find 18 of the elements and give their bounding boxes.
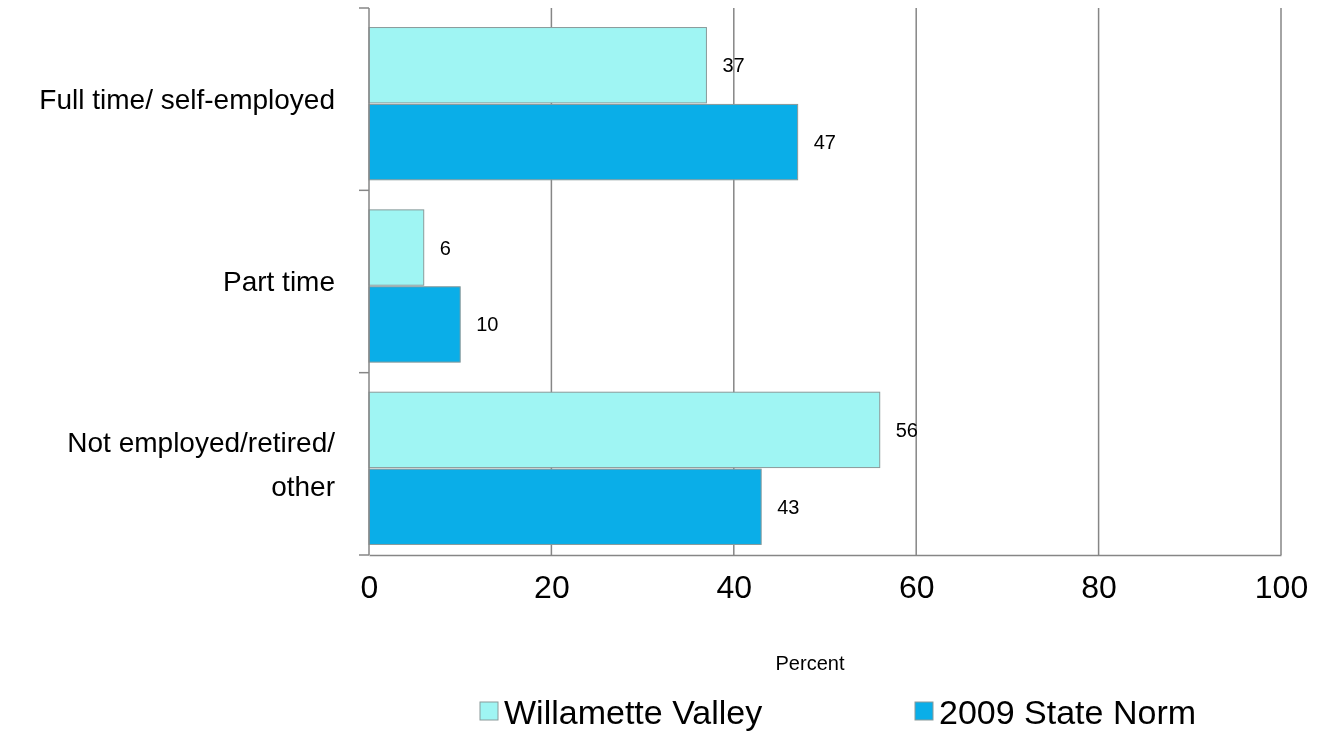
data-label: 37 [722,54,745,77]
data-label: 6 [439,236,451,259]
legend-label: 2009 State Norm [939,692,1197,731]
x-tick-label: 80 [1081,568,1117,605]
x-tick-label: 100 [1254,568,1309,605]
y-tick-label: Full time/ self-employed [39,83,335,115]
x-axis-title: Percent [775,652,845,674]
x-tick-label: 40 [716,568,753,605]
data-label: 47 [813,131,836,154]
x-tick-label: 60 [898,568,935,605]
x-tick-label: 0 [360,568,379,605]
y-tick-label: Not employed/retired/ other [67,426,336,502]
data-label: 56 [895,418,918,441]
y-tick-label: Part time [222,266,335,298]
data-label: 43 [777,495,800,518]
x-tick-label: 20 [534,568,570,605]
data-label: 10 [476,313,499,336]
legend-label: Willamette Valley [504,692,763,731]
